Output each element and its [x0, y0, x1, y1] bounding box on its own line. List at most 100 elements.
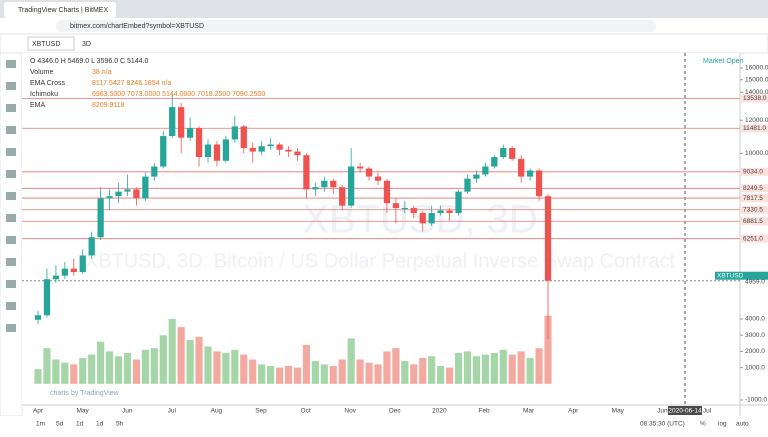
volume-bar	[544, 315, 552, 384]
clock: 08:35:30 (UTC)	[640, 421, 685, 428]
level-label: 7817.5	[743, 195, 763, 202]
range-button[interactable]: 1m	[36, 421, 45, 428]
level-tag	[741, 94, 768, 103]
candle-body	[43, 279, 51, 316]
candle-body	[133, 189, 140, 199]
level-label: 11481.0	[743, 125, 766, 132]
time-label: Sep	[255, 408, 267, 415]
time-label: May	[76, 408, 89, 415]
volume-bar	[276, 367, 284, 384]
level-label: 8249.5	[743, 185, 763, 192]
scale-option[interactable]: auto	[736, 421, 749, 428]
candle-body	[321, 180, 328, 188]
volume-tick-label: 2000.0	[745, 348, 765, 355]
range-button[interactable]: 1d	[96, 421, 104, 428]
volume-bar	[61, 362, 69, 384]
candle-body	[294, 151, 301, 156]
symbol-box[interactable]	[27, 36, 75, 51]
volume-bar	[446, 367, 454, 384]
candle-body	[195, 127, 203, 158]
volume-bar	[329, 365, 337, 384]
candle-body	[240, 126, 247, 148]
candle-body	[526, 170, 534, 177]
crosshair-date: 2020-06-14	[668, 408, 702, 415]
level-label: 9034.0	[743, 169, 763, 176]
time-label: May	[612, 408, 625, 415]
time-label: Mar	[523, 408, 535, 415]
scale-option[interactable]: log	[718, 421, 727, 428]
candle-body	[401, 208, 408, 210]
candle-body	[249, 147, 256, 152]
tab-strip	[0, 0, 768, 18]
url-field[interactable]	[56, 20, 656, 32]
range-button[interactable]: 5h	[116, 421, 124, 428]
indicator-name: EMA	[30, 102, 46, 109]
candle-body	[151, 166, 158, 177]
volume-bar	[463, 351, 472, 384]
level-tag	[741, 205, 768, 214]
last-symbol: XBTUSD	[717, 272, 744, 279]
candle-body	[330, 180, 337, 188]
candle-body	[160, 136, 167, 167]
indicator-values: 38 n/a	[92, 69, 112, 76]
crosshair-date-tag	[668, 406, 702, 415]
candle-body	[437, 210, 444, 214]
price-tick-label: 14000.0	[745, 89, 768, 96]
volume-bar	[195, 336, 203, 384]
candle-body	[186, 127, 194, 138]
candle-body	[213, 144, 221, 161]
indicator-values: 6963.5000 7073.0000 5144.0000 7018.2500 …	[92, 91, 265, 98]
market-status: Market Open	[703, 58, 744, 65]
time-label: Apr	[568, 408, 579, 415]
scale-option[interactable]: %	[700, 421, 706, 428]
volume-bar	[168, 319, 176, 384]
candle-body	[544, 196, 552, 281]
candle-body	[535, 170, 543, 197]
url: bitmex.com/chartEmbed?symbol=XBTUSD	[70, 23, 204, 30]
candle-body	[473, 174, 480, 179]
volume-bar	[481, 354, 489, 384]
chart-pane[interactable]	[22, 53, 740, 405]
volume-bar	[141, 349, 149, 384]
volume-bar	[249, 359, 257, 384]
volume-bar	[392, 348, 400, 384]
time-label: Feb	[478, 408, 490, 415]
volume-bar	[240, 354, 248, 384]
volume-bar	[365, 362, 373, 384]
indicator-name: EMA Cross	[30, 80, 66, 87]
volume-bar	[267, 365, 275, 384]
interval[interactable]: 3D	[82, 41, 91, 48]
candle-body	[178, 107, 185, 138]
candle-body	[509, 147, 516, 159]
indicator-name: Volume	[30, 69, 53, 76]
candle-body	[339, 187, 346, 206]
volume-bar	[383, 351, 391, 384]
volume-bar	[258, 364, 266, 384]
indicator-values: 8209.9118	[92, 102, 125, 109]
tool-icons	[6, 60, 16, 332]
time-label: 2020	[432, 408, 447, 415]
volume-bar	[34, 369, 42, 384]
candle-body	[142, 176, 149, 199]
volume-bar	[428, 356, 436, 384]
chart-toolbar	[0, 33, 768, 54]
tab[interactable]	[4, 2, 116, 18]
indicator-values: 8117.5427 8246.1854 n/a	[92, 80, 171, 87]
candle-body	[491, 157, 498, 167]
range-button[interactable]: 1d	[76, 421, 84, 428]
range-button[interactable]: 5d	[56, 421, 64, 428]
level-tag	[741, 194, 768, 203]
candle-body	[428, 213, 435, 224]
candle-body	[169, 107, 176, 137]
candle-body	[106, 196, 113, 199]
candle-body	[204, 144, 212, 158]
candle-body	[419, 213, 426, 224]
volume-bar	[472, 356, 480, 384]
volume-tick-label: 1000.0	[745, 364, 765, 371]
candle-body	[356, 166, 364, 169]
time-label: Dec	[389, 408, 401, 415]
volume-bar	[508, 354, 516, 384]
volume-bar	[52, 359, 60, 384]
volume-bar	[526, 357, 534, 384]
